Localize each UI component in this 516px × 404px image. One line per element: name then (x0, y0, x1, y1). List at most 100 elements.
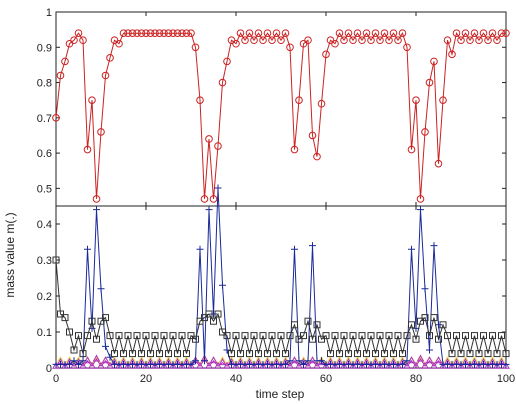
lower-point (237, 350, 244, 358)
lower-point (381, 350, 388, 358)
upper-point (223, 57, 231, 66)
lower-point (295, 335, 303, 343)
upper-point (416, 195, 425, 203)
lower-point (358, 361, 366, 369)
upper-point (250, 36, 258, 45)
lower-point (169, 332, 177, 340)
lower-point (246, 350, 253, 358)
upper-point (272, 29, 281, 37)
lower-point (61, 361, 69, 369)
lower-point (66, 328, 73, 336)
lower-point (435, 321, 442, 329)
lower-point (453, 332, 460, 340)
upper-point (358, 36, 366, 45)
lower-point (223, 361, 231, 369)
upper-point (209, 195, 218, 203)
upper-point (74, 29, 83, 37)
lower-point (399, 360, 406, 368)
lower-point (349, 332, 357, 340)
lower-point (142, 361, 150, 369)
upper-point (349, 36, 357, 45)
lower-point (223, 332, 231, 340)
lower-point (133, 332, 141, 340)
lower-point (340, 361, 348, 369)
upper-point (412, 96, 420, 104)
lower-point (394, 361, 402, 369)
lower-point (183, 350, 190, 358)
lower-point (308, 356, 317, 364)
lower-point (291, 321, 298, 329)
lower-point (160, 361, 168, 369)
lower-point (286, 361, 294, 369)
lower-point (97, 285, 105, 293)
lower-point (241, 332, 249, 340)
lower-point (232, 332, 240, 340)
upper-point (281, 29, 290, 37)
upper-point (317, 99, 326, 108)
upper-point (403, 43, 411, 52)
upper-point (322, 50, 330, 59)
lower-xtick-label: 0 (53, 373, 59, 385)
lower-point (408, 321, 415, 329)
lower-point (79, 350, 87, 358)
lower-point (97, 361, 105, 369)
upper-point (218, 78, 227, 87)
lower-point (426, 332, 433, 340)
lower-point (111, 350, 118, 358)
lower-point (407, 356, 416, 364)
lower-point (286, 332, 294, 340)
lower-point (363, 350, 370, 358)
lower-point (223, 346, 231, 354)
upper-point (389, 29, 398, 37)
lower-ytick-label: 0 (46, 363, 52, 375)
lower-point (115, 361, 123, 369)
upper-point (385, 36, 393, 45)
upper-point (497, 29, 506, 37)
lower-point (421, 285, 429, 293)
upper-ytick-label: 0.8 (37, 78, 52, 90)
lower-point (192, 335, 199, 343)
upper-point (277, 36, 285, 45)
lower-point (466, 350, 474, 358)
upper-ytick-label: 0.7 (37, 113, 52, 125)
lower-point (255, 350, 262, 358)
lower-point (88, 317, 96, 325)
lower-point (498, 332, 505, 340)
upper-point (88, 96, 96, 104)
upper-point (502, 29, 510, 37)
upper-point (394, 36, 402, 45)
lower-point (300, 332, 307, 340)
upper-point (398, 29, 407, 37)
upper-point (308, 131, 317, 140)
upper-point (367, 36, 375, 45)
lower-point (196, 317, 204, 325)
upper-point (182, 29, 191, 37)
upper-series-0 (52, 29, 510, 203)
lower-point (178, 361, 186, 369)
lower-point (160, 332, 168, 340)
lower-point (169, 361, 177, 369)
lower-point (385, 332, 393, 340)
lower-point (340, 332, 348, 340)
lower-point (165, 350, 172, 358)
upper-point (493, 36, 501, 45)
lower-point (201, 357, 208, 365)
lower-point (178, 332, 186, 340)
upper-point (290, 145, 299, 154)
lower-xtick-label: 20 (140, 373, 152, 385)
lower-point (214, 361, 222, 369)
upper-ytick-label: 0.5 (37, 183, 52, 195)
lower-ytick-label: 0.1 (37, 327, 52, 339)
upper-point (200, 195, 209, 203)
lower-ytick-label: 0.3 (37, 255, 52, 267)
upper-point (362, 29, 371, 37)
upper-point (434, 159, 443, 168)
lower-point (120, 350, 127, 358)
lower-point (277, 332, 285, 340)
lower-point (66, 360, 73, 368)
lower-point (462, 332, 469, 340)
lower-point (218, 358, 227, 366)
upper-point (380, 29, 389, 37)
